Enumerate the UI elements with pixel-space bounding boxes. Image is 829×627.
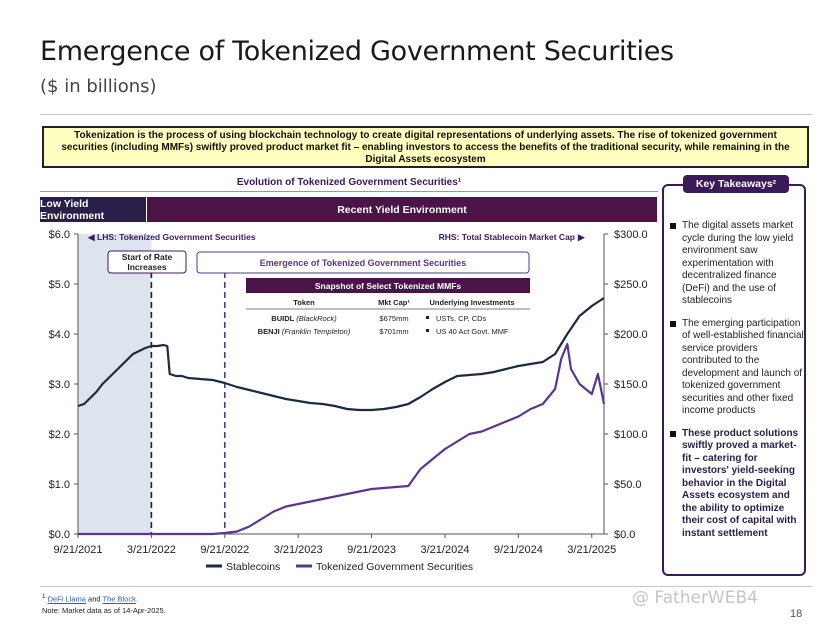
x-tick-label: 3/21/2023 [274, 544, 323, 556]
y-right-tick-label: $100.0 [614, 429, 648, 441]
footnote-mark: 1 [42, 593, 46, 600]
y-left-tick-label: $2.0 [49, 429, 70, 441]
takeaway-item: The emerging participation of well-estab… [670, 318, 804, 418]
lhs-label-arrow: ◀ [87, 232, 96, 242]
y-left-tick-label: $0.0 [49, 529, 70, 541]
y-right-tick-label: $250.0 [614, 279, 648, 291]
snapshot-table-bg [246, 293, 530, 339]
snapshot-mktcap-cell: $675mm [379, 314, 408, 323]
x-tick-label: 9/21/2021 [54, 544, 103, 556]
x-tick-label: 9/21/2022 [200, 544, 249, 556]
divider [40, 191, 658, 192]
y-left-tick-label: $6.0 [49, 229, 70, 241]
footnote-period: . [135, 594, 138, 604]
rhs-label: RHS: Total Stablecoin Market Cap [439, 232, 575, 242]
snapshot-token-issuer: (BlackRock) [294, 314, 337, 323]
legend-label: Tokenized Government Securities [316, 561, 473, 573]
takeaway-text: The digital assets market cycle during t… [682, 220, 794, 306]
rate-increase-label: Increases [127, 262, 166, 272]
rhs-label-arrow: ▶ [577, 232, 586, 242]
recent-yield-label: Recent Yield Environment [337, 203, 467, 216]
snapshot-header: Mkt Cap¹ [378, 298, 410, 307]
y-right-tick-label: $300.0 [614, 229, 648, 241]
divider [40, 114, 813, 115]
takeaway-text: The emerging participation of well-estab… [682, 317, 804, 417]
y-right-tick-label: $200.0 [614, 329, 648, 341]
snapshot-underlying-cell: US 40 Act Govt. MMF [436, 327, 509, 336]
callout-box: Tokenization is the process of using blo… [42, 126, 809, 168]
page-title: Emergence of Tokenized Government Securi… [40, 36, 674, 67]
snapshot-bullet-icon [426, 329, 429, 332]
snapshot-mktcap-cell: $701mm [379, 327, 408, 336]
y-right-tick-label: $150.0 [614, 379, 648, 391]
y-left-tick-label: $3.0 [49, 379, 70, 391]
low-yield-banner: Low Yield Environment [40, 197, 146, 222]
x-tick-label: 3/21/2025 [567, 544, 616, 556]
tokenized-securities-line [78, 342, 606, 536]
snapshot-token-name: BUIDL [271, 314, 294, 323]
y-left-tick-label: $5.0 [49, 279, 70, 291]
snapshot-token-name: BENJI [258, 327, 280, 336]
snapshot-header: Underlying Investments [429, 298, 514, 307]
watermark: @ FatherWEB4 [632, 588, 758, 608]
snapshot-token-cell: BENJI (Franklin Templeton) [258, 327, 351, 336]
takeaways-list: The digital assets market cycle during t… [670, 220, 804, 550]
x-tick-label: 3/21/2024 [421, 544, 470, 556]
low-yield-label: Low Yield Environment [40, 197, 105, 222]
snapshot-underlying-cell: USTs, CP, CDs [436, 314, 487, 323]
footnote-and: and [88, 594, 101, 604]
bullet-square-icon [670, 223, 676, 229]
snapshot-title-bar [246, 278, 530, 293]
emergence-label: Emergence of Tokenized Government Securi… [260, 258, 466, 268]
divider [40, 586, 813, 587]
recent-yield-banner: Recent Yield Environment [147, 197, 657, 222]
market-data-note: Note: Market data as of 14-Apr-2025. [42, 605, 166, 615]
x-tick-label: 9/21/2023 [347, 544, 396, 556]
source-link-defillama[interactable]: DeFi Llama [47, 594, 86, 604]
takeaway-item: These product solutions swiftly proved a… [670, 428, 804, 541]
lhs-label: LHS: Tokenized Government Securities [97, 232, 256, 242]
footnote: 1 DeFi Llama and The Block. Note: Market… [42, 591, 166, 616]
y-left-tick-label: $4.0 [49, 329, 70, 341]
chart-title: Evolution of Tokenized Government Securi… [236, 177, 462, 188]
key-takeaways-header: Key Takeaways² [683, 175, 789, 193]
takeaway-text: These product solutions swiftly proved a… [682, 427, 799, 539]
y-right-tick-label: $50.0 [614, 479, 642, 491]
emergence-box [196, 251, 530, 274]
snapshot-token-issuer: (Franklin Templeton) [280, 327, 351, 336]
y-right-tick-label: $0.0 [614, 529, 635, 541]
snapshot-bullet-icon [426, 316, 429, 319]
callout-text: Tokenization is the process of using blo… [61, 130, 790, 165]
x-tick-label: 3/21/2022 [127, 544, 176, 556]
snapshot-title: Snapshot of Select Tokenized MMFs [315, 281, 462, 291]
rate-increase-label: Start of Rate [122, 252, 173, 262]
page-subtitle: ($ in billions) [40, 76, 157, 97]
rate-increase-box [107, 250, 187, 274]
snapshot-header: Token [293, 298, 315, 307]
y-left-tick-label: $1.0 [49, 479, 70, 491]
bullet-square-icon [670, 320, 676, 327]
takeaway-item: The digital assets market cycle during t… [670, 220, 804, 308]
source-link-theblock[interactable]: The Block [102, 594, 136, 604]
low-yield-shade [78, 234, 152, 534]
x-tick-label: 9/21/2024 [494, 544, 543, 556]
page-number: 18 [790, 608, 803, 620]
snapshot-token-cell: BUIDL (BlackRock) [271, 314, 337, 323]
bullet-square-icon [670, 430, 676, 437]
legend-label: Stablecoins [226, 561, 280, 573]
stablecoins-line [77, 297, 605, 412]
